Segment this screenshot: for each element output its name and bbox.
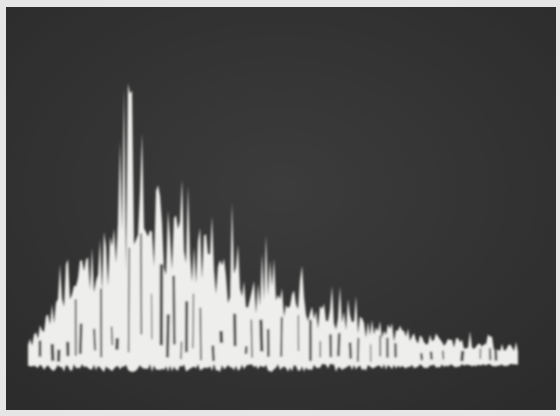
trace-gap	[338, 333, 339, 356]
trace-gap	[213, 345, 214, 361]
trace-gap	[261, 320, 262, 352]
trace-gap	[94, 329, 95, 351]
photo	[0, 0, 560, 416]
trace-gap	[235, 314, 236, 346]
trace-gap	[358, 338, 359, 362]
trace-gap	[181, 342, 182, 360]
trace-gap	[350, 343, 351, 359]
trace-gap	[193, 294, 194, 349]
trace-gap	[129, 248, 130, 353]
trace-gap	[443, 351, 444, 360]
trace-gap	[200, 308, 201, 361]
trace-gap	[52, 344, 53, 361]
trace-gap	[431, 352, 432, 360]
trace-gap	[174, 276, 175, 345]
trace-gap	[421, 353, 422, 360]
trace-gap	[167, 314, 168, 357]
trace-gap	[80, 324, 81, 354]
trace-gap	[112, 327, 113, 346]
trace-gap	[251, 320, 252, 358]
trace-gap	[281, 317, 282, 357]
trace-gap	[221, 331, 222, 343]
trace-gap	[462, 351, 463, 361]
